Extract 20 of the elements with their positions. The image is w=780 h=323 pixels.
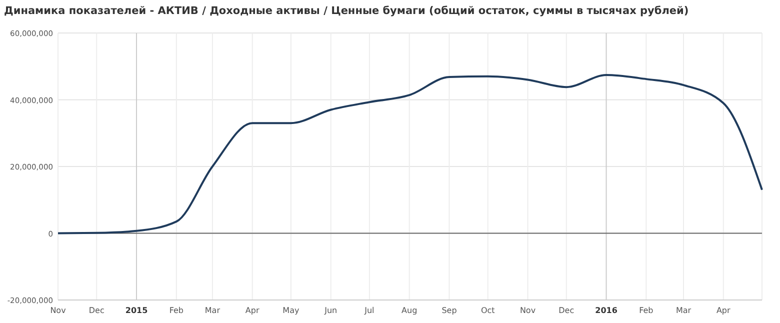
x-tick-label: Apr (716, 306, 732, 315)
x-tick-label: 2016 (595, 306, 618, 315)
line-series (57, 74, 763, 234)
x-tick-label: Sep (442, 306, 457, 315)
x-tick-label: Nov (50, 306, 66, 315)
x-tick-label: Oct (480, 306, 495, 315)
x-tick-label: Feb (169, 306, 184, 315)
x-tick-label: Jun (324, 306, 338, 315)
x-tick-label: May (282, 306, 300, 315)
x-tick-label: Mar (204, 306, 221, 315)
x-tick-label: Dec (558, 306, 574, 315)
x-tick-label: Mar (676, 306, 692, 315)
x-tick-label: Jul (364, 306, 374, 315)
x-tick-label: Apr (245, 306, 260, 315)
x-tick-label: Nov (520, 306, 536, 315)
x-tick-label: 2015 (125, 306, 148, 315)
x-tick-label: Aug (402, 306, 418, 315)
chart-title: Динамика показателей - АКТИВ / Доходные активы / Ценные бумаги (общий остаток, суммы в тысячах рублей) (4, 5, 689, 17)
x-tick-label: Dec (88, 306, 104, 315)
x-tick-label: Feb (639, 306, 654, 315)
